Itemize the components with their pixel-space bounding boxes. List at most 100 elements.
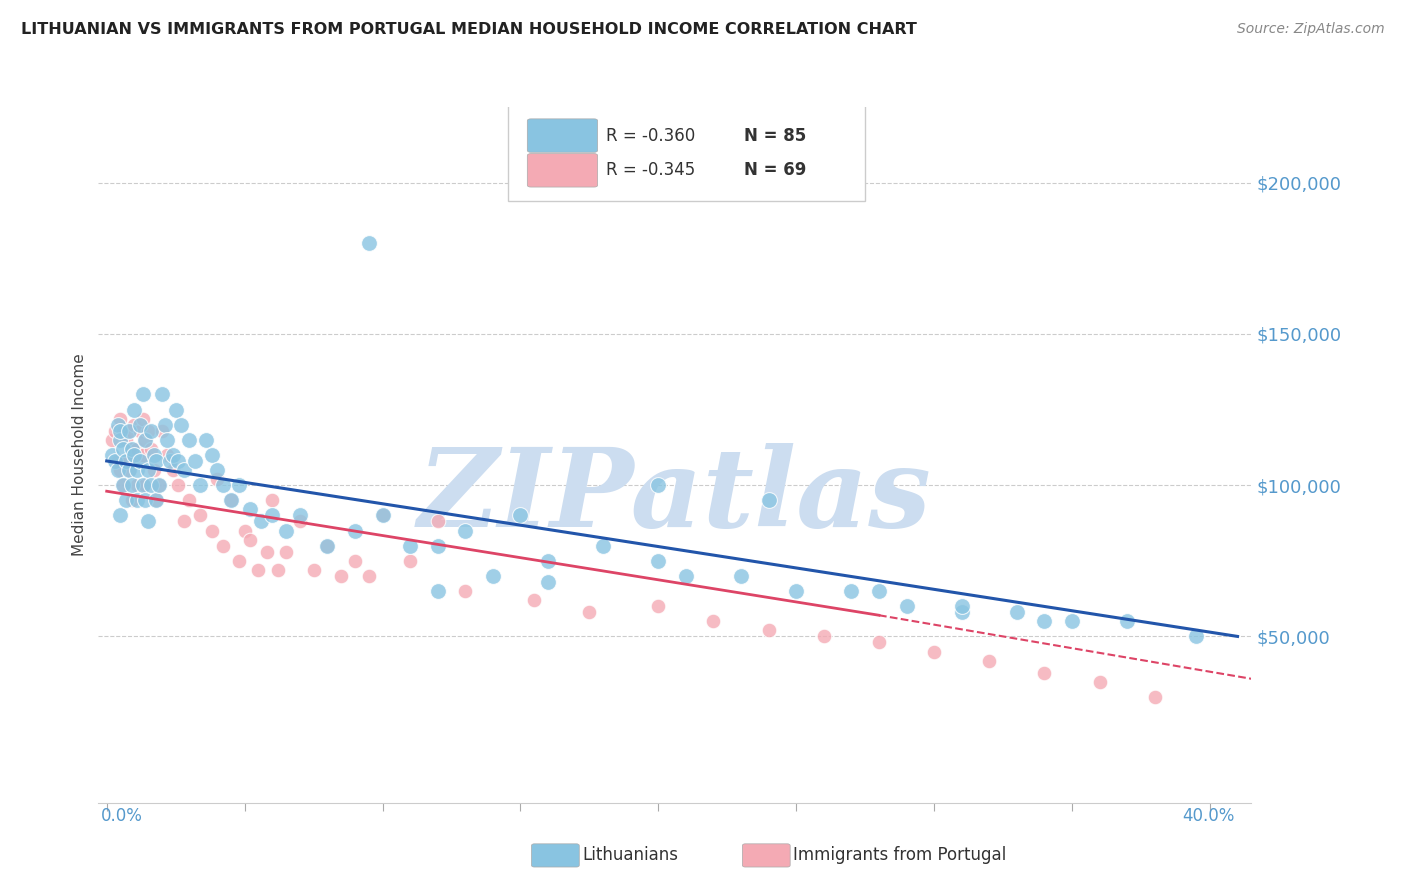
- Point: [128, 424, 150, 438]
- Text: R = -0.345: R = -0.345: [606, 161, 695, 179]
- Point: [112, 478, 135, 492]
- Point: [950, 605, 973, 619]
- Text: ZIPatlas: ZIPatlas: [418, 443, 932, 550]
- Point: [758, 624, 780, 638]
- Text: N = 69: N = 69: [744, 161, 807, 179]
- Point: [131, 448, 153, 462]
- Point: [107, 463, 129, 477]
- Point: [179, 493, 201, 508]
- Point: [868, 584, 890, 599]
- Point: [785, 584, 807, 599]
- Point: [316, 539, 339, 553]
- Text: 40.0%: 40.0%: [1182, 807, 1234, 825]
- FancyBboxPatch shape: [508, 103, 865, 201]
- Point: [1005, 605, 1028, 619]
- Point: [288, 508, 311, 523]
- Point: [200, 448, 222, 462]
- Point: [190, 508, 212, 523]
- Point: [134, 478, 156, 492]
- Point: [578, 605, 600, 619]
- Point: [110, 463, 132, 477]
- Point: [702, 615, 724, 629]
- Point: [124, 454, 146, 468]
- Point: [162, 448, 184, 462]
- Point: [343, 524, 366, 538]
- Text: Lithuanians: Lithuanians: [582, 847, 678, 864]
- Point: [124, 402, 146, 417]
- Point: [813, 629, 835, 643]
- Point: [179, 433, 201, 447]
- Point: [139, 442, 162, 456]
- Point: [167, 478, 190, 492]
- Point: [136, 463, 159, 477]
- Point: [371, 508, 394, 523]
- Point: [537, 554, 560, 568]
- Point: [121, 442, 143, 456]
- Point: [131, 478, 153, 492]
- Point: [316, 539, 339, 553]
- Point: [156, 448, 179, 462]
- Point: [399, 554, 422, 568]
- Point: [1116, 615, 1139, 629]
- Point: [110, 411, 132, 425]
- Point: [148, 478, 170, 492]
- Y-axis label: Median Household Income: Median Household Income: [72, 353, 87, 557]
- Point: [454, 524, 477, 538]
- Point: [868, 635, 890, 649]
- Point: [124, 448, 146, 462]
- Point: [219, 493, 242, 508]
- Point: [896, 599, 918, 614]
- Point: [148, 478, 170, 492]
- Text: N = 85: N = 85: [744, 127, 806, 145]
- Point: [134, 493, 156, 508]
- Point: [184, 454, 207, 468]
- Point: [136, 424, 159, 438]
- Point: [509, 508, 531, 523]
- Text: 0.0%: 0.0%: [101, 807, 143, 825]
- Point: [115, 454, 138, 468]
- Point: [1033, 665, 1056, 680]
- Point: [125, 442, 148, 456]
- Point: [426, 584, 449, 599]
- Point: [950, 599, 973, 614]
- Point: [357, 236, 380, 251]
- Point: [145, 493, 167, 508]
- Point: [115, 493, 138, 508]
- Point: [134, 433, 156, 447]
- Point: [190, 478, 212, 492]
- Point: [118, 424, 141, 438]
- Point: [262, 508, 284, 523]
- Point: [219, 493, 242, 508]
- Point: [173, 515, 195, 529]
- Point: [125, 478, 148, 492]
- Point: [523, 593, 546, 607]
- Point: [124, 417, 146, 432]
- Point: [647, 599, 669, 614]
- Point: [1033, 615, 1056, 629]
- Point: [250, 515, 273, 529]
- Point: [1088, 674, 1111, 689]
- Point: [115, 433, 138, 447]
- Text: R = -0.360: R = -0.360: [606, 127, 695, 145]
- Point: [205, 463, 228, 477]
- Point: [153, 417, 176, 432]
- Point: [107, 417, 129, 432]
- Point: [156, 433, 179, 447]
- Point: [647, 478, 669, 492]
- Point: [170, 417, 193, 432]
- Point: [104, 454, 127, 468]
- Point: [200, 524, 222, 538]
- Point: [110, 424, 132, 438]
- Point: [125, 463, 148, 477]
- Point: [1060, 615, 1083, 629]
- Point: [399, 539, 422, 553]
- Point: [112, 424, 135, 438]
- Point: [118, 463, 141, 477]
- Point: [173, 463, 195, 477]
- Point: [167, 454, 190, 468]
- Point: [101, 448, 124, 462]
- Point: [758, 493, 780, 508]
- Point: [121, 442, 143, 456]
- Point: [979, 654, 1001, 668]
- Point: [101, 433, 124, 447]
